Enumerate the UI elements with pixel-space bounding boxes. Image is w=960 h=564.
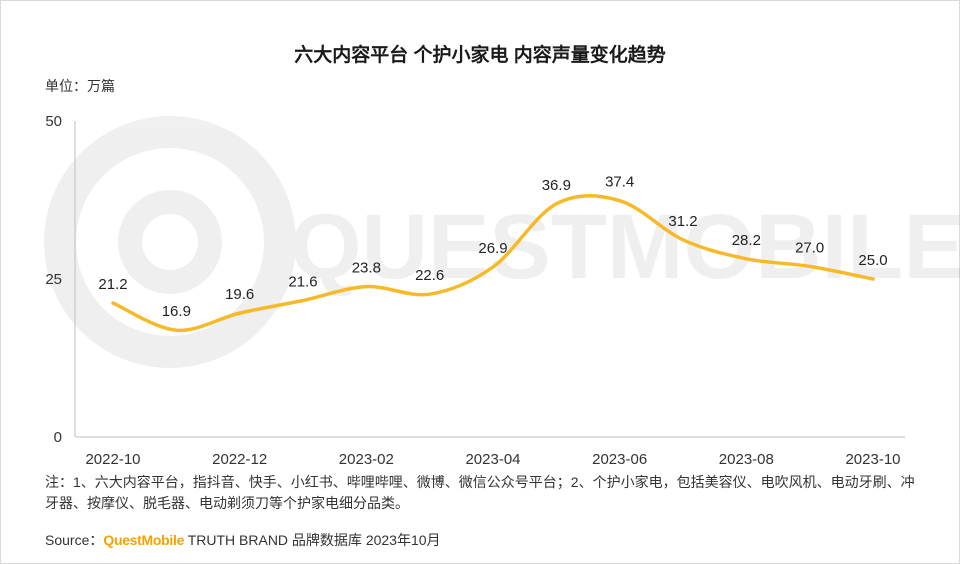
questmobile-watermark-logo: QUESTMOBILE bbox=[44, 116, 960, 368]
data-label: 36.9 bbox=[542, 177, 571, 194]
questmobile-brand: QuestMobile bbox=[103, 532, 185, 548]
data-label: 23.8 bbox=[352, 260, 381, 277]
data-label: 19.6 bbox=[225, 286, 254, 303]
data-label: 28.2 bbox=[732, 232, 761, 249]
x-tick-label: 2023-10 bbox=[845, 451, 900, 468]
data-label: 31.2 bbox=[668, 213, 697, 230]
unit-label: 单位：万篇 bbox=[45, 78, 115, 94]
data-label: 25.0 bbox=[858, 252, 887, 269]
footnote: 注：1、六大内容平台，指抖音、快手、小红书、哔哩哔哩、微博、微信公众号平台；2、… bbox=[45, 474, 915, 511]
data-label: 37.4 bbox=[605, 174, 634, 191]
y-tick-label: 0 bbox=[54, 429, 62, 446]
x-tick-label: 2023-04 bbox=[465, 451, 520, 468]
data-label: 21.6 bbox=[288, 273, 317, 290]
x-tick-label: 2022-12 bbox=[212, 451, 267, 468]
series-line bbox=[111, 194, 875, 332]
data-label: 26.9 bbox=[478, 240, 507, 257]
y-tick-label: 25 bbox=[45, 271, 62, 288]
x-tick-label: 2023-06 bbox=[592, 451, 647, 468]
data-label: 27.0 bbox=[795, 239, 824, 256]
source-prefix: Source： bbox=[45, 532, 104, 548]
data-label: 21.2 bbox=[98, 276, 127, 293]
data-label: 22.6 bbox=[415, 267, 444, 284]
x-tick-label: 2023-02 bbox=[339, 451, 394, 468]
data-label: 16.9 bbox=[162, 303, 191, 320]
source-line: Source：QuestMobile TRUTH BRAND 品牌数据库 202… bbox=[45, 530, 441, 550]
x-tick-label: 2023-08 bbox=[719, 451, 774, 468]
source-text: TRUTH BRAND 品牌数据库 2023年10月 bbox=[184, 532, 441, 548]
chart-title: 六大内容平台 个护小家电 内容声量变化趋势 bbox=[294, 45, 666, 66]
y-tick-label: 50 bbox=[45, 113, 62, 130]
x-tick-label: 2022-10 bbox=[85, 451, 140, 468]
svg-text:QUESTMOBILE: QUESTMOBILE bbox=[290, 196, 960, 298]
